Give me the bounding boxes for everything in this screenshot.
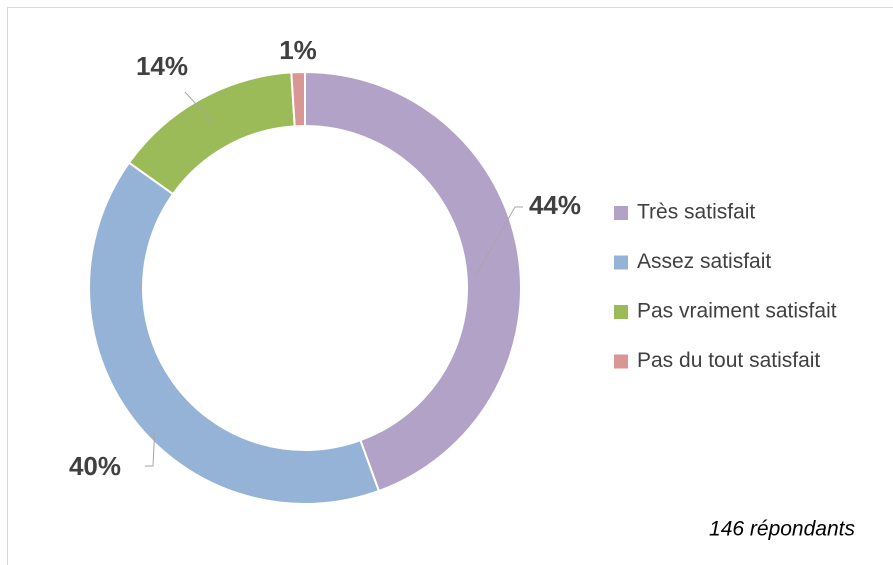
leader-line	[184, 91, 214, 124]
data-label: 14%	[136, 51, 188, 81]
legend-label: Pas vraiment satisfait	[637, 300, 837, 323]
donut-slice	[127, 71, 296, 196]
donut-slice	[304, 70, 522, 493]
donut-slice	[290, 70, 306, 128]
data-label: 40%	[69, 451, 121, 481]
legend-label: Très satisfait	[637, 201, 755, 224]
leader-line	[475, 206, 523, 276]
legend-label: Assez satisfait	[637, 250, 771, 273]
legend-swatch	[614, 305, 628, 319]
legend-swatch	[614, 206, 628, 220]
data-label: 1%	[279, 35, 317, 65]
leader-line	[145, 432, 156, 467]
chart-frame	[7, 7, 893, 565]
donut-slice	[88, 161, 381, 505]
legend-swatch	[614, 354, 628, 369]
legend-label: Pas du tout satisfait	[637, 349, 820, 372]
legend-swatch	[614, 255, 628, 270]
annotation: 146 répondants	[709, 518, 855, 541]
data-label: 44%	[529, 190, 581, 220]
